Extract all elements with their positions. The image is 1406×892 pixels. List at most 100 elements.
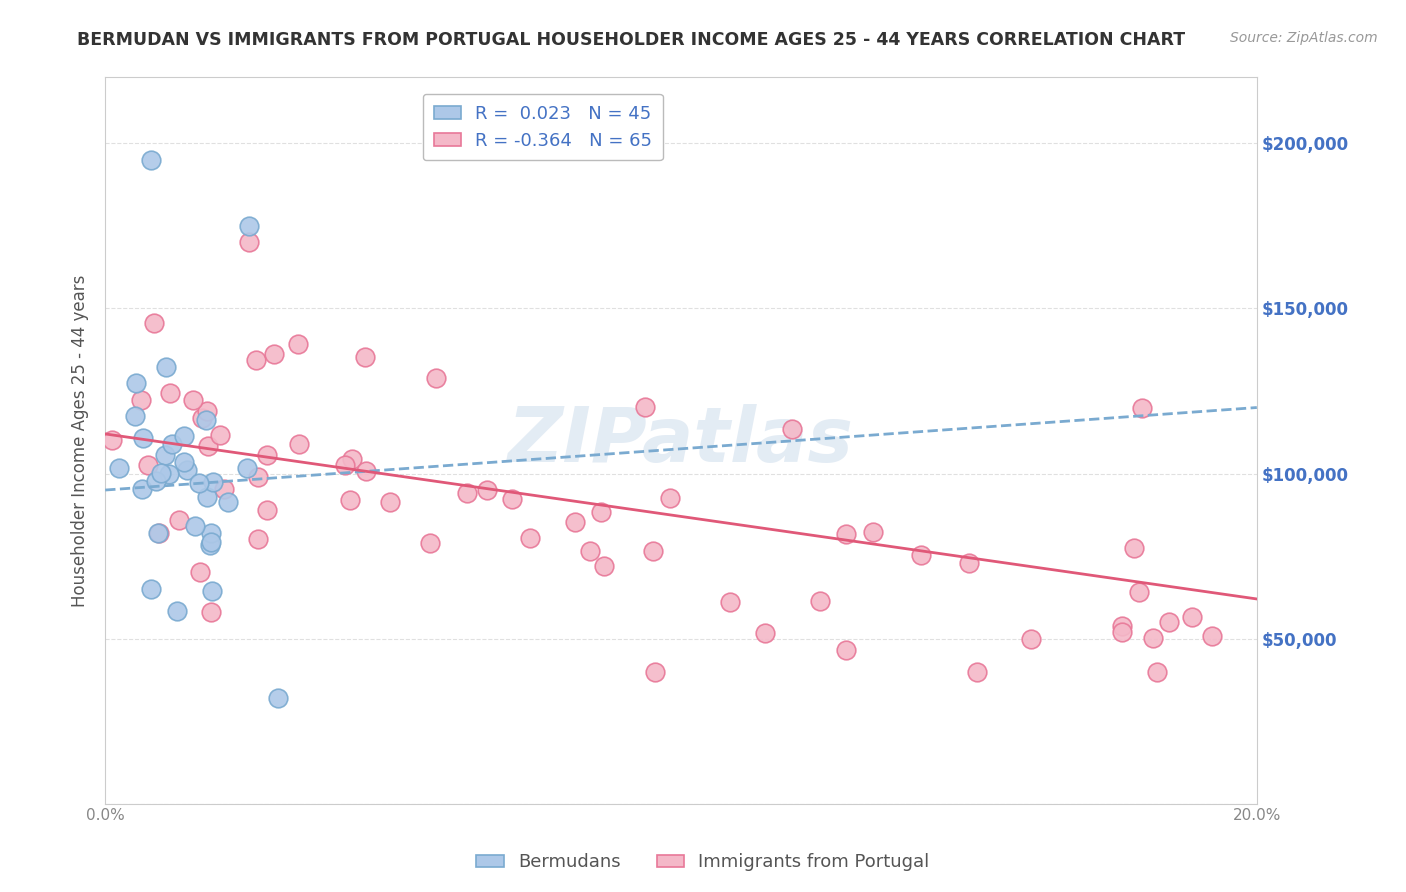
Point [1157,615,1180,629]
Point [643,544,665,558]
Point [148,525,170,540]
Point [658,491,681,505]
Point [718,595,741,609]
Point [235,461,257,475]
Point [160,437,183,451]
Point [194,413,217,427]
Point [378,495,401,509]
Text: ZIPatlas: ZIPatlas [508,403,853,477]
Point [267,691,290,706]
Text: BERMUDAN VS IMMIGRANTS FROM PORTUGAL HOUSEHOLDER INCOME AGES 25 - 44 YEARS CORRE: BERMUDAN VS IMMIGRANTS FROM PORTUGAL HOU… [77,31,1185,49]
Point [191,411,214,425]
Point [148,526,170,541]
Point [339,492,361,507]
Point [176,463,198,477]
Point [564,515,586,529]
Point [173,429,195,443]
Point [1111,619,1133,633]
Point [589,505,612,519]
Y-axis label: Householder Income Ages 25 - 44 years: Householder Income Ages 25 - 44 years [72,275,89,607]
Point [1123,541,1146,555]
Legend: R =  0.023   N = 45, R = -0.364   N = 65: R = 0.023 N = 45, R = -0.364 N = 65 [423,94,662,161]
Point [145,474,167,488]
Point [129,393,152,408]
Point [1181,610,1204,624]
Point [1146,665,1168,679]
Point [501,492,523,507]
Point [256,448,278,462]
Point [200,535,222,549]
Point [246,532,269,546]
Point [100,433,122,447]
Point [957,556,980,570]
Point [159,467,181,481]
Point [167,513,190,527]
Point [195,490,218,504]
Point [200,606,222,620]
Point [835,643,858,657]
Point [141,153,163,167]
Point [910,548,932,562]
Point [131,482,153,496]
Point [142,316,165,330]
Point [1128,585,1150,599]
Point [173,455,195,469]
Point [212,482,235,496]
Point [966,665,988,679]
Point [419,536,441,550]
Point [247,470,270,484]
Point [456,485,478,500]
Point [149,466,172,480]
Point [1201,629,1223,643]
Point [153,449,176,463]
Point [780,422,803,436]
Point [1142,631,1164,645]
Point [136,458,159,472]
Legend: Bermudans, Immigrants from Portugal: Bermudans, Immigrants from Portugal [470,847,936,879]
Point [644,665,666,679]
Point [579,543,602,558]
Point [288,437,311,451]
Point [519,531,541,545]
Point [183,392,205,407]
Point [238,235,260,250]
Point [197,439,219,453]
Point [184,519,207,533]
Point [200,526,222,541]
Point [166,604,188,618]
Point [187,475,209,490]
Point [477,483,499,498]
Point [425,371,447,385]
Point [159,385,181,400]
Point [200,538,222,552]
Point [155,359,177,374]
Point [810,593,832,607]
Point [1019,632,1042,646]
Point [108,461,131,475]
Point [139,582,162,596]
Point [125,376,148,390]
Point [201,584,224,599]
Point [1130,401,1153,415]
Point [195,404,218,418]
Point [287,337,309,351]
Point [217,495,239,509]
Point [1111,624,1133,639]
Point [245,353,267,368]
Point [256,503,278,517]
Point [592,558,614,573]
Point [754,626,776,640]
Point [634,400,657,414]
Point [263,347,285,361]
Point [208,428,231,442]
Point [124,409,146,424]
Point [333,458,356,472]
Point [131,432,153,446]
Point [356,464,378,478]
Point [201,475,224,490]
Point [354,350,377,364]
Point [188,566,211,580]
Point [862,524,884,539]
Point [835,527,858,541]
Point [340,452,363,467]
